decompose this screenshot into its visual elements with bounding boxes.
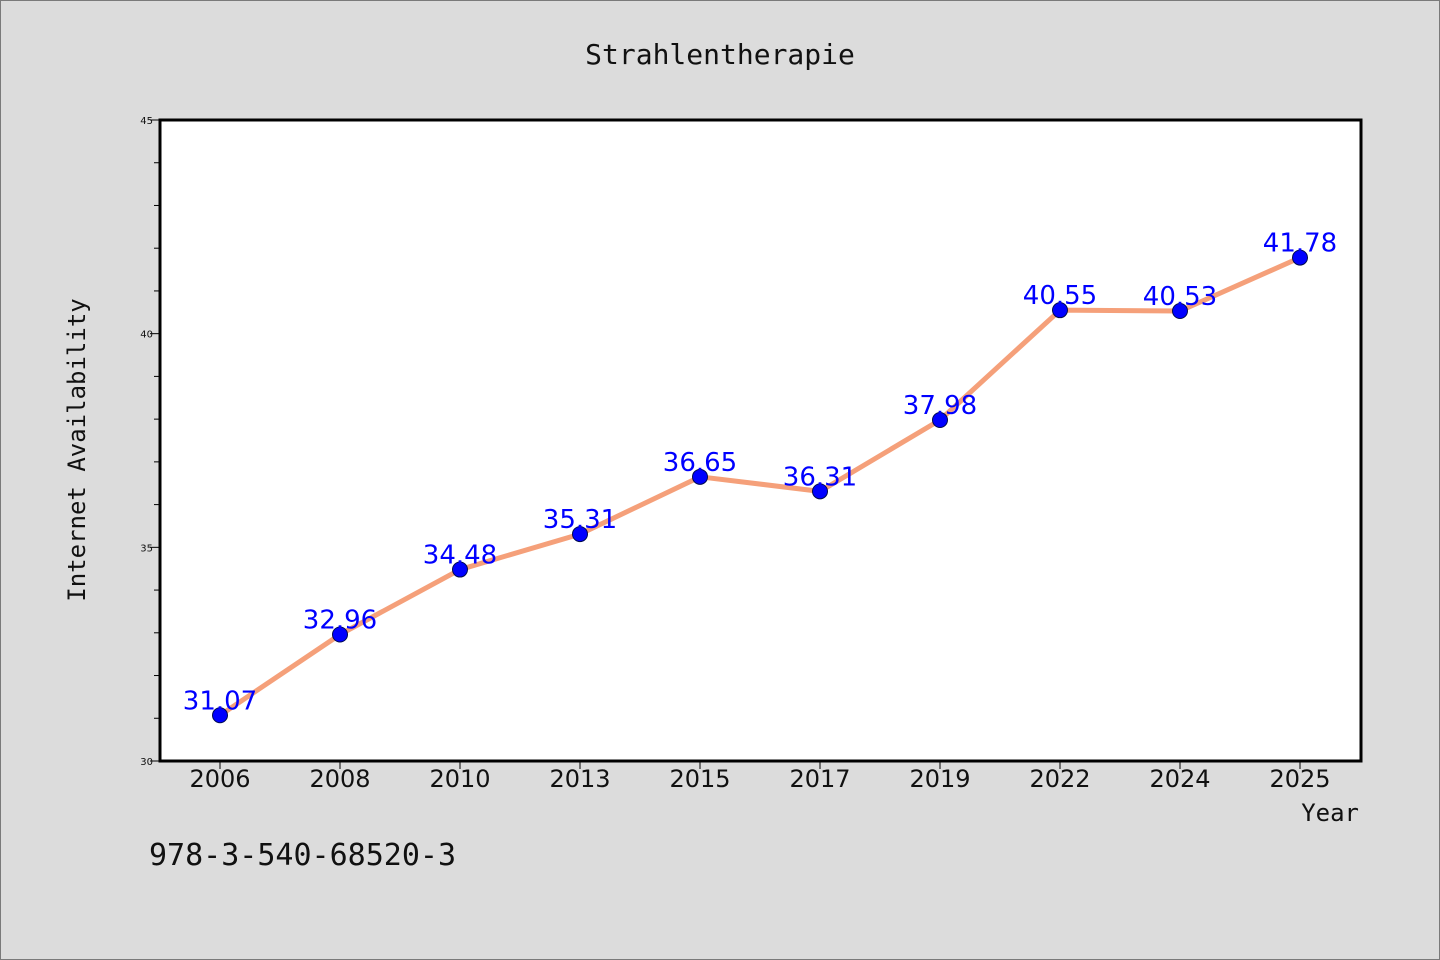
y-tick-label: 30 <box>140 757 153 768</box>
x-axis-label: Year <box>1301 799 1359 827</box>
x-tick-label: 2017 <box>789 765 850 793</box>
data-point <box>212 707 228 724</box>
x-axis: 2006 2008 2010 2013 2015 2017 2019 2022 2024 2025 <box>189 761 1331 793</box>
data-point <box>932 411 948 428</box>
data-label: 35.31 <box>543 505 617 535</box>
data-label: 36.65 <box>663 448 737 478</box>
data-label: 40.55 <box>1023 281 1097 311</box>
data-point <box>572 526 588 543</box>
data-point <box>1052 302 1068 319</box>
data-point <box>692 468 708 485</box>
data-label: 37.98 <box>903 391 977 421</box>
x-tick-label: 2019 <box>909 765 970 793</box>
data-point <box>1292 249 1308 266</box>
x-tick-label: 2015 <box>669 765 730 793</box>
plot-area <box>160 120 1361 761</box>
data-label: 36.31 <box>783 462 857 492</box>
x-tick-label: 2010 <box>429 765 490 793</box>
x-tick-label: 2024 <box>1149 765 1210 793</box>
y-axis: 30 35 40 45 <box>140 116 160 768</box>
data-label: 31.07 <box>183 686 257 716</box>
data-label: 32.96 <box>303 606 377 636</box>
x-tick-label: 2006 <box>189 765 250 793</box>
data-point <box>812 483 828 500</box>
data-label: 34.48 <box>423 541 497 571</box>
data-label: 41.78 <box>1263 229 1337 259</box>
x-tick-label: 2013 <box>549 765 610 793</box>
data-point <box>452 561 468 578</box>
y-tick-label: 35 <box>140 543 153 554</box>
chart-title: Strahlentherapie <box>585 38 855 71</box>
series-line <box>217 255 1303 718</box>
data-point <box>1172 303 1188 320</box>
data-markers <box>212 249 1308 724</box>
x-tick-label: 2025 <box>1269 765 1330 793</box>
y-tick-label: 40 <box>140 330 153 341</box>
data-point <box>332 626 348 643</box>
isbn-annotation: 978-3-540-68520-3 <box>149 838 456 873</box>
x-tick-label: 2022 <box>1029 765 1090 793</box>
y-axis-label: Internet Availability <box>63 298 91 601</box>
data-labels: 31.07 32.96 34.48 35.31 36.65 36.31 37.98 40.55… <box>183 229 1337 717</box>
x-tick-label: 2008 <box>309 765 370 793</box>
plot-border <box>158 118 1363 763</box>
y-tick-label: 45 <box>140 116 153 127</box>
data-label: 40.53 <box>1143 282 1217 312</box>
